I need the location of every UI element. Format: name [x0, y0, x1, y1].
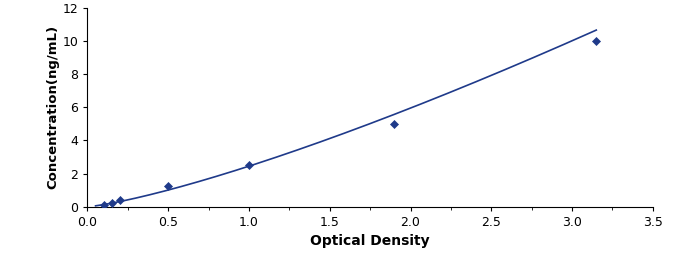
X-axis label: Optical Density: Optical Density — [310, 234, 430, 248]
Y-axis label: Concentration(ng/mL): Concentration(ng/mL) — [47, 25, 60, 189]
